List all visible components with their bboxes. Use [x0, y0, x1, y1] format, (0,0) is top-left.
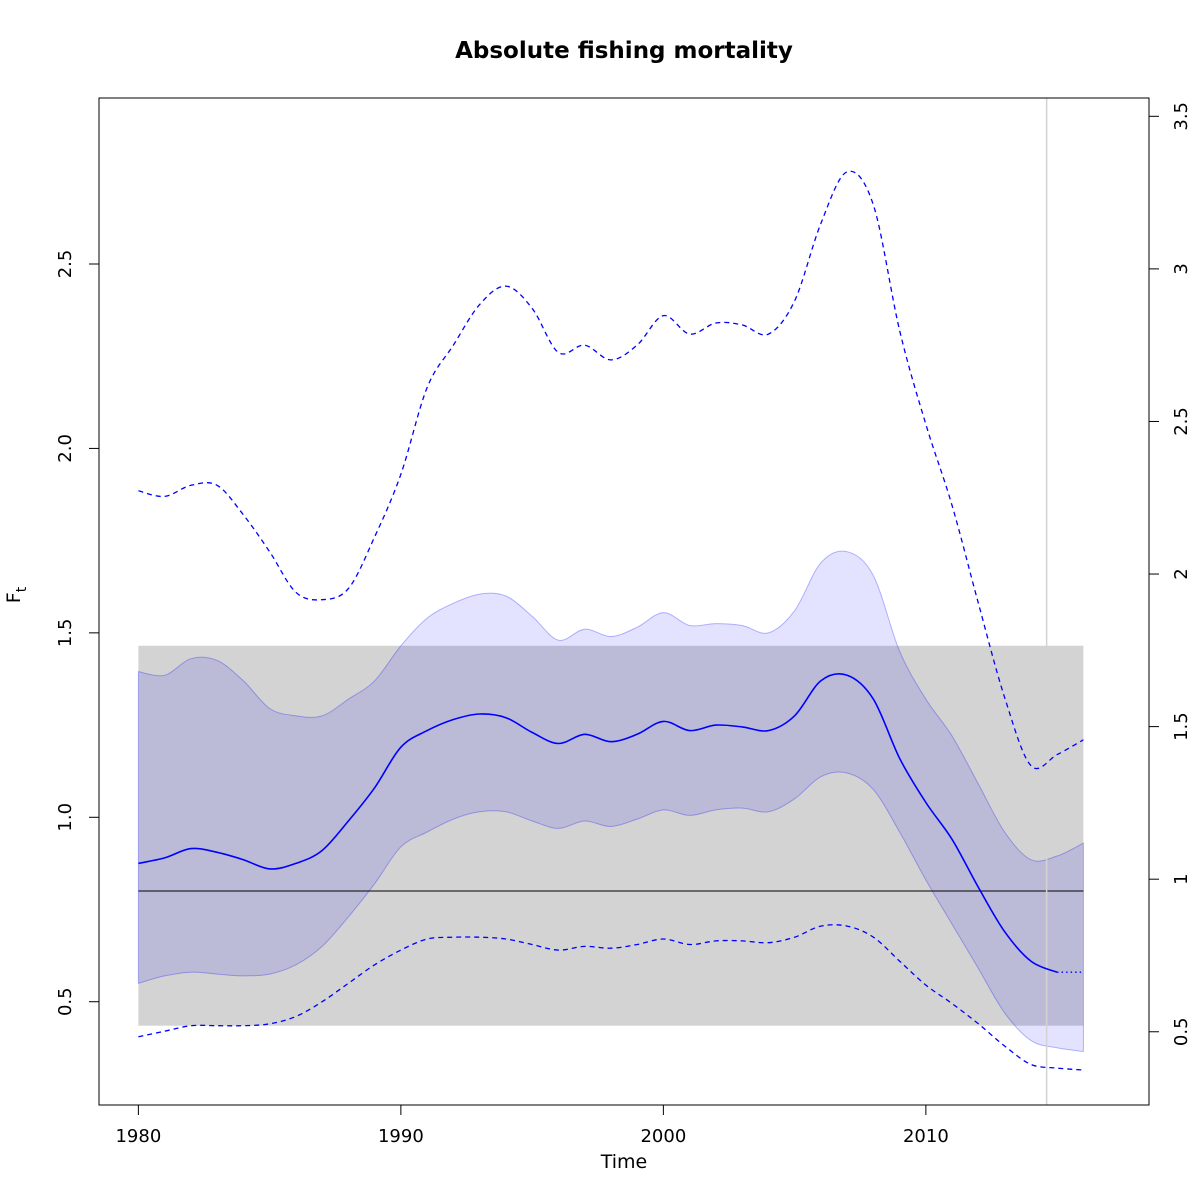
x-tick-label: 1990 — [378, 1126, 424, 1147]
y-right-tick-label: 0.5 — [1171, 1017, 1192, 1046]
y-right-tick-label: 2.5 — [1171, 407, 1192, 436]
plot-area — [137, 98, 1084, 1105]
y-left-tick-label: 1.5 — [55, 619, 76, 648]
reference-band — [138, 645, 1084, 1026]
upper-dashed-line — [138, 170, 1084, 770]
lower-dashed-line — [138, 924, 1084, 1071]
y-right-tick-label: 3.5 — [1171, 102, 1192, 131]
y-left-tick-label: 1.0 — [55, 803, 76, 832]
y-axis-label-main: F — [3, 592, 25, 603]
y-axis-label: Ft — [3, 586, 30, 603]
x-axis: 1980 1990 2000 2010 — [115, 1105, 949, 1147]
chart-title: Absolute fishing mortality — [455, 38, 793, 64]
y-left-tick-label: 0.5 — [55, 987, 76, 1016]
y-right-tick-label: 1.5 — [1171, 712, 1192, 741]
y-left-tick-label: 2.5 — [55, 250, 76, 279]
svg-text:Ft: Ft — [3, 586, 30, 603]
x-axis-label: Time — [600, 1151, 648, 1173]
y-axis-label-subscript: t — [14, 586, 30, 592]
x-tick-label: 1980 — [115, 1126, 161, 1147]
estimate-line — [138, 673, 1058, 973]
plot-frame — [98, 97, 1150, 1106]
y-right-tick-label: 1 — [1171, 873, 1192, 884]
y-axis-left: 0.5 1.0 1.5 2.0 2.5 — [55, 250, 99, 1016]
y-right-tick-label: 2 — [1171, 568, 1192, 579]
x-tick-label: 2000 — [640, 1126, 686, 1147]
y-axis-right: 0.5 1 1.5 2 2.5 3 3.5 — [1149, 102, 1192, 1046]
y-right-tick-label: 3 — [1171, 263, 1192, 274]
y-left-tick-label: 2.0 — [55, 434, 76, 463]
x-tick-label: 2010 — [903, 1126, 949, 1147]
confidence-region — [137, 550, 1084, 1053]
